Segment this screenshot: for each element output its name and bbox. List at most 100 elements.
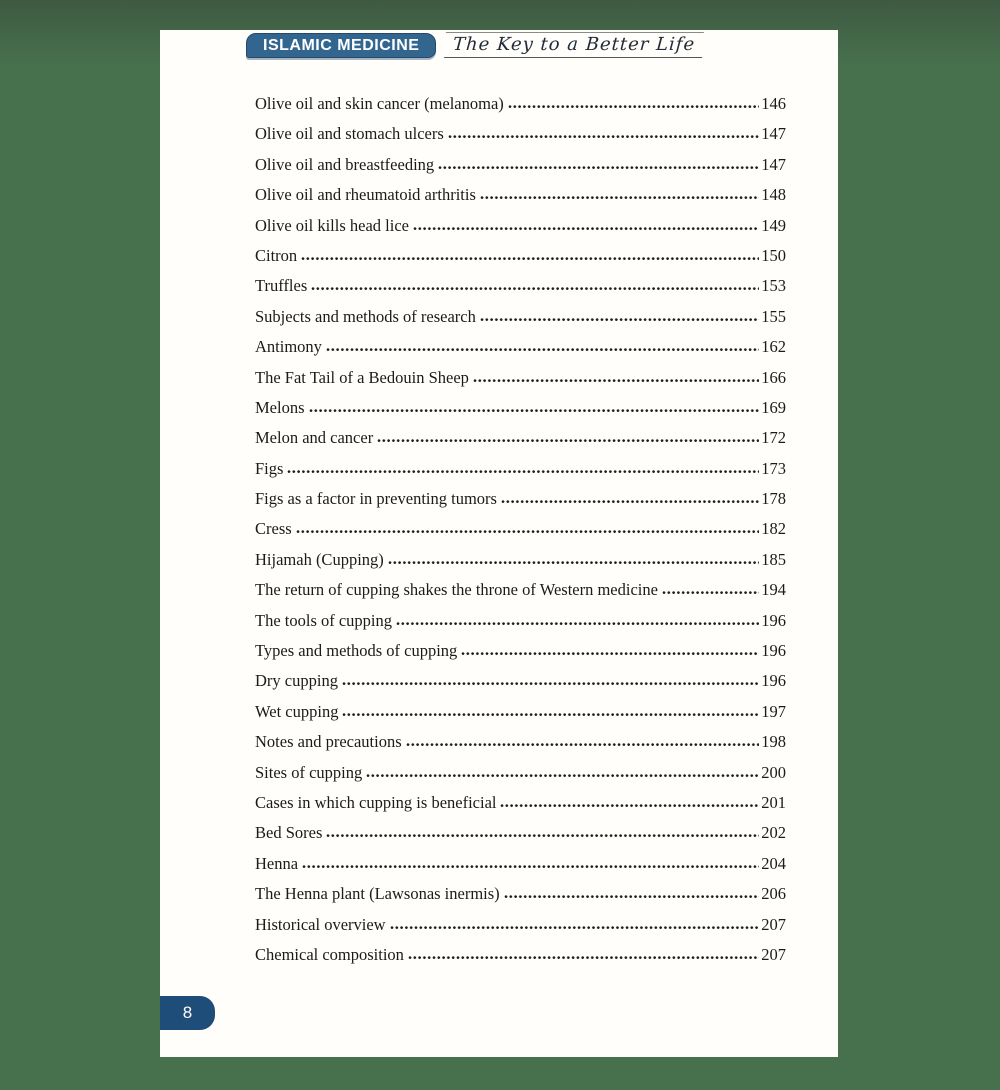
toc-entry-page: 198 — [761, 732, 786, 752]
toc-entry-page: 153 — [761, 276, 786, 296]
dot-leader — [302, 863, 760, 869]
toc-entry-title: Historical overview — [255, 914, 386, 934]
dot-leader — [341, 681, 760, 687]
toc-entry: Notes and precautions 198 — [255, 727, 786, 757]
toc-entry: Citron 150 — [255, 241, 786, 271]
dot-leader — [407, 954, 760, 960]
dot-leader — [500, 499, 760, 505]
toc-entry-page: 204 — [761, 853, 786, 873]
toc-entry-title: Truffles — [255, 276, 308, 296]
dot-leader — [500, 802, 760, 808]
toc-entry: Bed Sores 202 — [255, 818, 786, 848]
toc-entry: Types and methods of cupping 196 — [255, 636, 786, 666]
dot-leader — [472, 377, 760, 383]
toc-entry-page: 196 — [761, 641, 786, 661]
toc-entry-title: Figs as a factor in preventing tumors — [255, 489, 497, 509]
toc-entry-page: 200 — [761, 762, 786, 782]
dot-leader — [396, 620, 760, 626]
page-number-badge: 8 — [160, 996, 215, 1030]
toc-entry-page: 178 — [761, 489, 786, 509]
toc-entry-page: 182 — [761, 519, 786, 539]
toc-entry-page: 147 — [761, 154, 786, 174]
toc-entry-title: The return of cupping shakes the throne … — [255, 580, 658, 600]
dot-leader — [287, 468, 760, 474]
toc-entry: Chemical composition 207 — [255, 940, 786, 970]
toc-entry-page: 185 — [761, 549, 786, 569]
toc-entry-page: 202 — [761, 823, 786, 843]
toc-entry-title: Chemical composition — [255, 944, 404, 964]
toc-entry-page: 149 — [761, 215, 786, 235]
dot-leader — [389, 924, 760, 930]
dot-leader — [325, 347, 760, 353]
dot-leader — [387, 559, 760, 565]
toc-entry-title: Melon and cancer — [255, 428, 374, 448]
page-header: ISLAMIC MEDICINE The Key to a Better Lif… — [246, 32, 705, 58]
toc-entry: The Fat Tail of a Bedouin Sheep 166 — [255, 363, 786, 393]
dot-leader — [308, 407, 760, 413]
toc-entry: Melons 169 — [255, 393, 786, 423]
toc-entry-page: 201 — [761, 792, 786, 812]
toc-entry-page: 146 — [761, 94, 786, 113]
toc-entry-page: 196 — [761, 671, 786, 691]
toc-entry-page: 173 — [761, 458, 786, 478]
toc-entry: Melon and cancer 172 — [255, 423, 786, 453]
dot-leader — [412, 225, 760, 231]
toc-entry-title: Hijamah (Cupping) — [255, 549, 384, 569]
toc-entry-page: 207 — [761, 914, 786, 934]
toc-entry-title: Notes and precautions — [255, 732, 402, 752]
book-subtitle: The Key to a Better Life — [444, 32, 705, 58]
toc-entry: Olive oil and rheumatoid arthritis 148 — [255, 180, 786, 210]
toc-entry-page: 148 — [761, 185, 786, 205]
toc-entry-page: 169 — [761, 397, 786, 417]
toc-entry-page: 197 — [761, 701, 786, 721]
toc-entry: Cases in which cupping is beneficial 201 — [255, 788, 786, 818]
toc-entry: Antimony 162 — [255, 332, 786, 362]
toc-entry-page: 206 — [761, 884, 786, 904]
toc-entry: Wet cupping 197 — [255, 697, 786, 727]
dot-leader — [326, 833, 760, 839]
dot-leader — [461, 651, 760, 657]
toc-entry: Olive oil kills head lice 149 — [255, 211, 786, 241]
toc-entry-page: 172 — [761, 428, 786, 448]
toc-entry: Hijamah (Cupping) 185 — [255, 545, 786, 575]
toc-entry-title: The Fat Tail of a Bedouin Sheep — [255, 367, 469, 387]
toc-entry: Sites of cupping 200 — [255, 758, 786, 788]
toc-entry-title: Dry cupping — [255, 671, 338, 691]
toc-entry-title: The tools of cupping — [255, 610, 393, 630]
book-title-badge: ISLAMIC MEDICINE — [246, 32, 437, 58]
toc-entry: Olive oil and stomach ulcers 147 — [255, 119, 786, 149]
dot-leader — [366, 772, 760, 778]
toc-entry-title: Subjects and methods of research — [255, 306, 476, 326]
dot-leader — [342, 711, 760, 717]
toc-entry-title: Melons — [255, 397, 305, 417]
toc-entry-title: Figs — [255, 458, 284, 478]
toc-entry-title: Antimony — [255, 337, 322, 357]
toc-entry-page: 150 — [761, 245, 786, 265]
toc-entry-title: Henna — [255, 853, 299, 873]
dot-leader — [295, 529, 760, 535]
dot-leader — [377, 438, 760, 444]
toc-entry-title: Wet cupping — [255, 701, 339, 721]
toc-entry: Dry cupping 196 — [255, 666, 786, 696]
toc-entry-page: 207 — [761, 944, 786, 964]
toc-entry-page: 155 — [761, 306, 786, 326]
dot-leader — [507, 104, 760, 109]
toc-entry-title: Bed Sores — [255, 823, 323, 843]
dot-leader — [405, 742, 760, 748]
toc-entry: Cress 182 — [255, 514, 786, 544]
dot-leader — [661, 590, 760, 596]
dot-leader — [301, 255, 760, 261]
toc-entry: Henna 204 — [255, 849, 786, 879]
toc-entry: Truffles 153 — [255, 271, 786, 301]
toc-entry-title: Cases in which cupping is beneficial — [255, 792, 497, 812]
toc-entry-title: Olive oil and rheumatoid arthritis — [255, 185, 476, 205]
toc-entry-title: Olive oil and breastfeeding — [255, 154, 435, 174]
page-number: 8 — [182, 1003, 193, 1022]
toc-entry-title: Olive oil kills head lice — [255, 215, 409, 235]
toc-entry: The Henna plant (Lawsonas inermis) 206 — [255, 879, 786, 909]
toc-entry-title: Types and methods of cupping — [255, 641, 458, 661]
toc-entry: The return of cupping shakes the throne … — [255, 575, 786, 605]
dot-leader — [479, 195, 760, 201]
toc-entry: Olive oil and breastfeeding 147 — [255, 150, 786, 180]
